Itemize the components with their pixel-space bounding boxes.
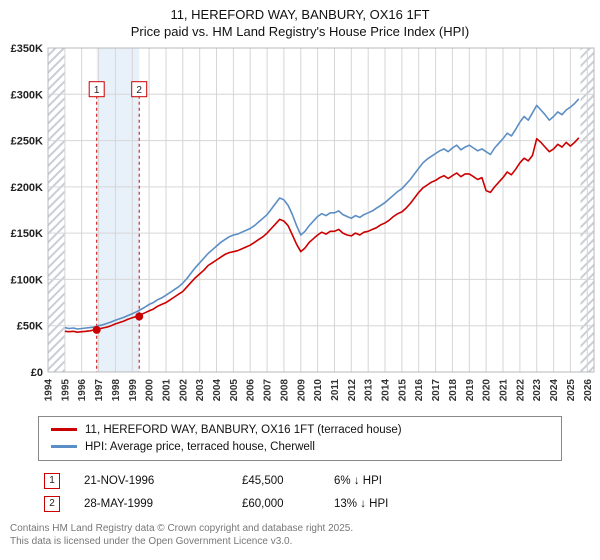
svg-text:2022: 2022 [515,379,526,402]
purchase-marker-label: 2 [136,85,142,96]
page-subtitle: Price paid vs. HM Land Registry's House … [130,24,470,39]
svg-text:£50K: £50K [17,321,43,333]
svg-text:2019: 2019 [465,379,476,402]
footer-line-1: Contains HM Land Registry data © Crown c… [10,523,354,534]
hpi-line-swatch [51,445,77,448]
svg-text:2005: 2005 [229,379,240,402]
svg-text:2015: 2015 [397,379,408,402]
svg-text:2011: 2011 [330,379,341,401]
svg-text:£200K: £200K [11,182,43,194]
svg-text:2014: 2014 [381,379,392,402]
price-chart-svg: 1 2 £0 £50K £100K £150K £200K £250K £300K £350K 19… [11,43,595,402]
price-chart: 1 2 £0 £50K £100K £150K £200K £250K £300K £350K 19… [0,40,600,414]
svg-text:2026: 2026 [583,379,594,402]
svg-text:2000: 2000 [145,379,156,402]
chart-legend: 11, HEREFORD WAY, BANBURY, OX16 1FT (ter… [38,416,562,461]
svg-text:1994: 1994 [44,379,55,402]
purchase-marker-box [131,81,148,98]
svg-text:2004: 2004 [212,379,223,402]
svg-text:2013: 2013 [364,379,375,402]
svg-text:2009: 2009 [296,379,307,402]
svg-text:2025: 2025 [566,379,577,402]
transaction-2-date: 28-MAY-1999 [84,497,154,510]
purchase-marker-label: 1 [94,85,100,96]
no-data-hatch [48,48,65,372]
transaction-row-1: 1 21-NOV-1996 £45,500 6% ↓ HPI [44,469,600,492]
svg-text:£0: £0 [31,367,43,379]
purchase-marker-box [88,81,105,98]
transaction-row-2: 2 28-MAY-1999 £60,000 13% ↓ HPI [44,492,600,515]
property-series-line [64,137,580,334]
svg-text:2016: 2016 [414,379,425,402]
legend-item-hpi: HPI: Average price, terraced house, Cher… [47,438,553,455]
footer-line-2: This data is licensed under the Open Gov… [10,536,293,547]
svg-text:£250K: £250K [11,136,43,148]
svg-text:1999: 1999 [128,379,139,402]
svg-text:2010: 2010 [313,379,324,402]
legend-hpi-label: HPI: Average price, terraced house, Cher… [85,440,315,453]
svg-text:2017: 2017 [431,379,442,402]
transaction-2-price: £60,000 [242,497,284,510]
license-footer: Contains HM Land Registry data © Crown c… [10,522,600,548]
transaction-list: 1 21-NOV-1996 £45,500 6% ↓ HPI 2 28-MAY-… [44,469,600,515]
svg-text:1996: 1996 [77,379,88,402]
svg-text:2024: 2024 [549,379,560,402]
legend-item-property: 11, HEREFORD WAY, BANBURY, OX16 1FT (ter… [47,421,553,438]
svg-text:2023: 2023 [532,379,543,402]
svg-text:1998: 1998 [111,379,122,402]
svg-text:£100K: £100K [11,274,43,286]
svg-text:2008: 2008 [279,379,290,402]
svg-text:1995: 1995 [60,379,71,402]
svg-text:£300K: £300K [11,89,43,101]
transaction-1-price: £45,500 [242,474,284,487]
property-line-swatch [51,428,77,431]
transaction-2-hpi-diff: 13% ↓ HPI [334,497,389,510]
transaction-1-marker: 1 [44,472,60,489]
svg-text:2012: 2012 [347,379,358,402]
svg-text:2018: 2018 [448,379,459,402]
purchase-point-dot [92,325,101,334]
purchase-point-dot [135,312,144,321]
svg-text:2001: 2001 [162,379,173,402]
svg-text:1997: 1997 [94,379,105,402]
svg-text:2007: 2007 [263,379,274,402]
svg-text:2006: 2006 [246,379,257,402]
transaction-1-hpi-diff: 6% ↓ HPI [334,474,382,487]
svg-text:£350K: £350K [11,43,43,55]
svg-text:2021: 2021 [499,379,510,402]
svg-text:2020: 2020 [482,379,493,402]
transaction-2-marker: 2 [44,495,60,512]
svg-text:2003: 2003 [195,379,206,402]
legend-property-label: 11, HEREFORD WAY, BANBURY, OX16 1FT (ter… [85,423,402,436]
transaction-1-date: 21-NOV-1996 [84,474,155,487]
hpi-series-line [64,98,580,330]
svg-text:2002: 2002 [178,379,189,402]
svg-text:£150K: £150K [11,228,43,240]
page-title: 11, HEREFORD WAY, BANBURY, OX16 1FT [170,7,430,22]
